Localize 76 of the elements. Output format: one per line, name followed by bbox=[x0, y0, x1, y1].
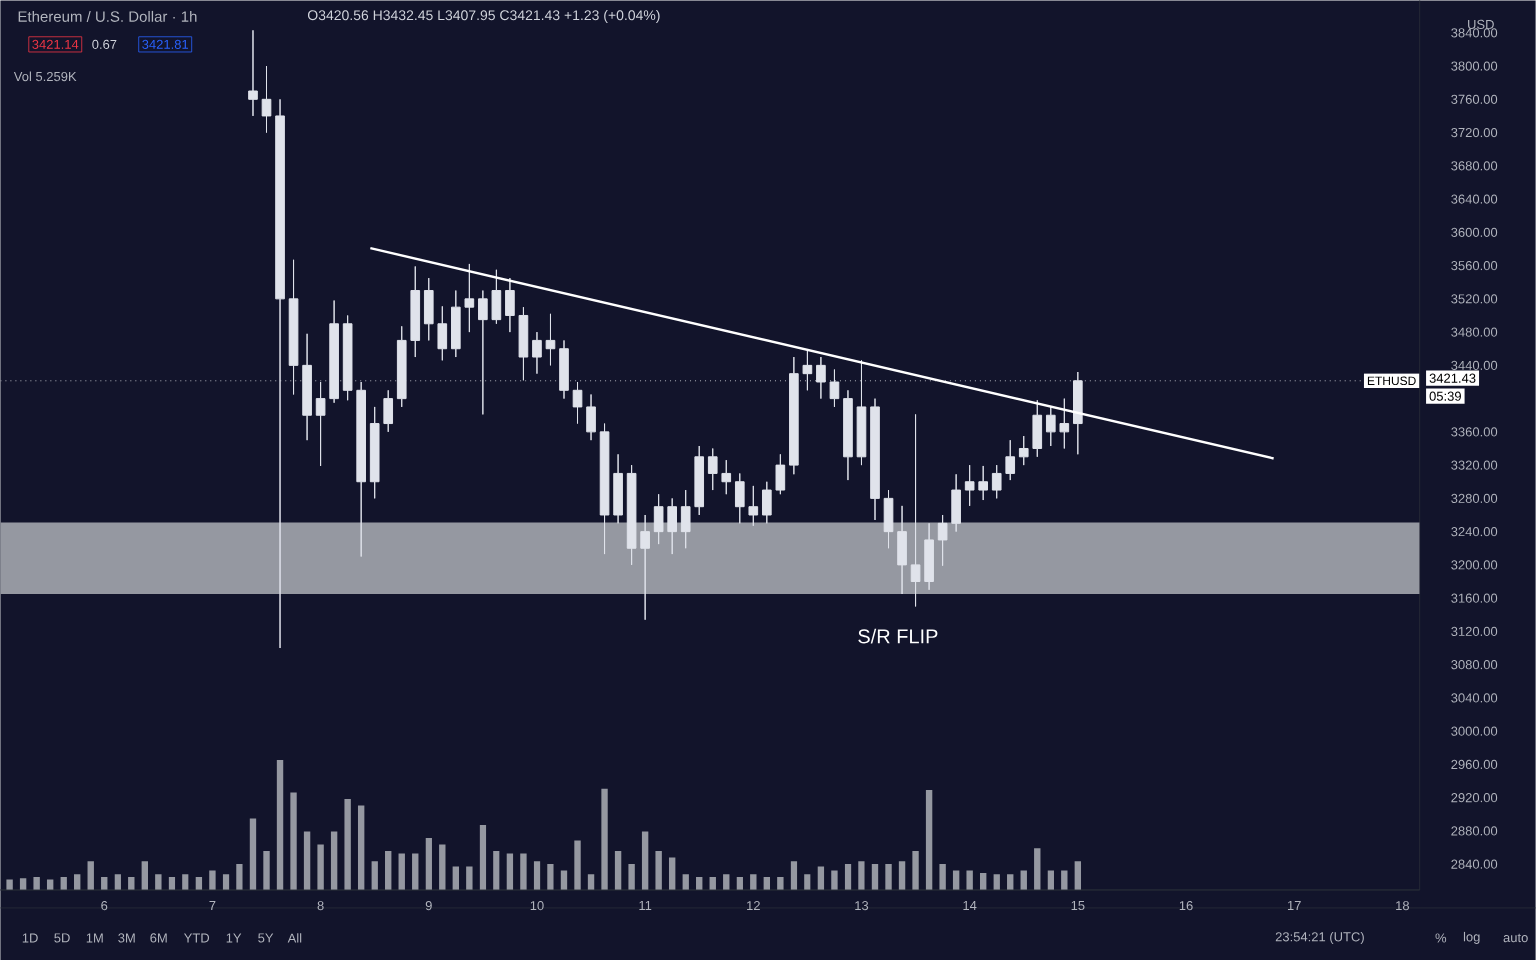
bar bbox=[412, 853, 419, 890]
bar bbox=[587, 874, 595, 890]
bar bbox=[466, 866, 473, 890]
bar bbox=[182, 874, 189, 890]
bar bbox=[966, 870, 973, 890]
bar bbox=[493, 850, 500, 890]
bar bbox=[1007, 874, 1014, 890]
bar bbox=[1074, 861, 1082, 890]
bar bbox=[777, 876, 784, 890]
bar bbox=[398, 853, 405, 890]
bar bbox=[871, 863, 879, 890]
bar bbox=[344, 799, 351, 890]
bar bbox=[155, 874, 162, 890]
candlestick bbox=[275, 98, 285, 649]
bar bbox=[723, 874, 730, 890]
bar bbox=[1034, 848, 1041, 890]
bar bbox=[276, 760, 284, 890]
bar bbox=[601, 788, 608, 890]
bar bbox=[912, 850, 919, 890]
candlestick bbox=[248, 29, 258, 117]
bar bbox=[263, 850, 270, 890]
bar bbox=[1020, 870, 1027, 890]
bar bbox=[939, 863, 946, 890]
bar bbox=[655, 850, 662, 890]
bar bbox=[249, 818, 257, 890]
bar bbox=[952, 870, 960, 890]
bar bbox=[330, 831, 338, 890]
bar bbox=[614, 850, 622, 890]
bar bbox=[317, 844, 324, 890]
annotation: S/R FLIP bbox=[858, 628, 938, 644]
bar bbox=[898, 861, 906, 890]
bar bbox=[209, 870, 216, 890]
bar bbox=[641, 831, 649, 890]
candlestick bbox=[261, 65, 272, 134]
bar bbox=[925, 789, 933, 890]
bar bbox=[506, 853, 514, 890]
bar bbox=[385, 850, 392, 890]
bar bbox=[533, 861, 541, 890]
bar bbox=[141, 861, 149, 890]
candlestick bbox=[586, 393, 596, 441]
bar bbox=[33, 876, 40, 890]
candlestick bbox=[1073, 371, 1083, 455]
bar bbox=[357, 805, 365, 890]
bar bbox=[87, 861, 94, 890]
bar bbox=[1061, 870, 1068, 890]
bar bbox=[222, 874, 230, 890]
bar bbox=[371, 861, 378, 890]
bar bbox=[236, 863, 243, 890]
bar bbox=[750, 874, 757, 890]
candlestick bbox=[870, 398, 880, 521]
bar bbox=[1047, 870, 1054, 890]
bar bbox=[668, 857, 676, 890]
bar bbox=[885, 863, 892, 890]
bar bbox=[574, 840, 581, 890]
candlestick bbox=[856, 359, 867, 466]
bar bbox=[425, 838, 432, 890]
bar bbox=[290, 792, 297, 890]
bar bbox=[560, 870, 568, 890]
bar bbox=[547, 863, 554, 890]
bar bbox=[479, 825, 487, 890]
bar bbox=[114, 874, 121, 890]
candlestick bbox=[559, 339, 569, 400]
bar bbox=[844, 863, 852, 890]
bar bbox=[303, 831, 311, 890]
bar bbox=[74, 874, 81, 890]
bar bbox=[682, 874, 689, 890]
bar bbox=[993, 874, 1000, 890]
candlestick bbox=[843, 389, 853, 481]
bar bbox=[804, 874, 811, 890]
bar bbox=[790, 861, 798, 890]
candlestick bbox=[572, 381, 583, 425]
bar bbox=[520, 853, 527, 890]
bar bbox=[439, 844, 446, 890]
bar bbox=[628, 863, 635, 890]
bar bbox=[858, 861, 865, 890]
bar bbox=[831, 870, 838, 890]
